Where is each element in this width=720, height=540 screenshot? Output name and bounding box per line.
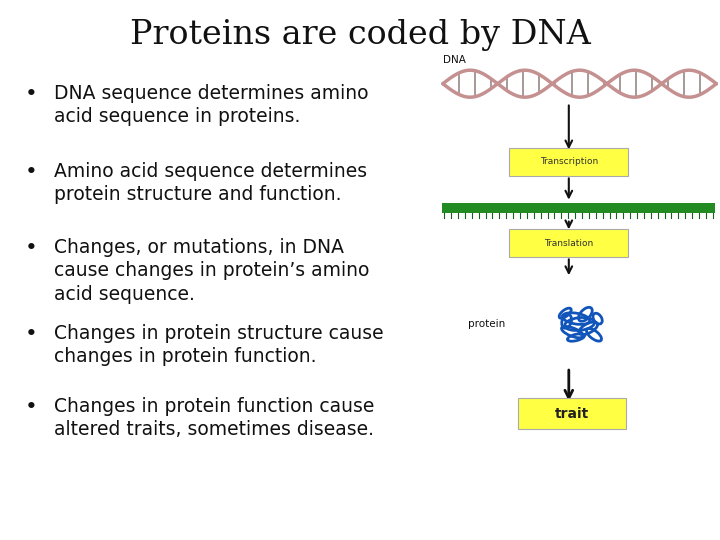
Text: Transcription: Transcription <box>540 158 598 166</box>
Text: trait: trait <box>555 407 590 421</box>
FancyBboxPatch shape <box>510 230 628 256</box>
Text: •: • <box>25 162 38 182</box>
Text: protein: protein <box>468 319 505 329</box>
Text: •: • <box>25 84 38 104</box>
Text: Changes in protein structure cause
changes in protein function.: Changes in protein structure cause chang… <box>54 324 384 367</box>
Text: Proteins are coded by DNA: Proteins are coded by DNA <box>130 19 590 51</box>
Text: Amino acid sequence determines
protein structure and function.: Amino acid sequence determines protein s… <box>54 162 367 205</box>
Text: •: • <box>25 324 38 344</box>
FancyBboxPatch shape <box>510 148 628 176</box>
Text: RNA: RNA <box>443 203 465 213</box>
Text: DNA: DNA <box>443 55 466 65</box>
Text: •: • <box>25 397 38 417</box>
FancyBboxPatch shape <box>518 398 626 429</box>
Text: Changes in protein function cause
altered traits, sometimes disease.: Changes in protein function cause altere… <box>54 397 374 440</box>
Text: •: • <box>25 238 38 258</box>
Text: DNA sequence determines amino
acid sequence in proteins.: DNA sequence determines amino acid seque… <box>54 84 369 126</box>
Text: Translation: Translation <box>544 239 593 247</box>
FancyBboxPatch shape <box>442 203 715 213</box>
Text: Changes, or mutations, in DNA
cause changes in protein’s amino
acid sequence.: Changes, or mutations, in DNA cause chan… <box>54 238 369 303</box>
